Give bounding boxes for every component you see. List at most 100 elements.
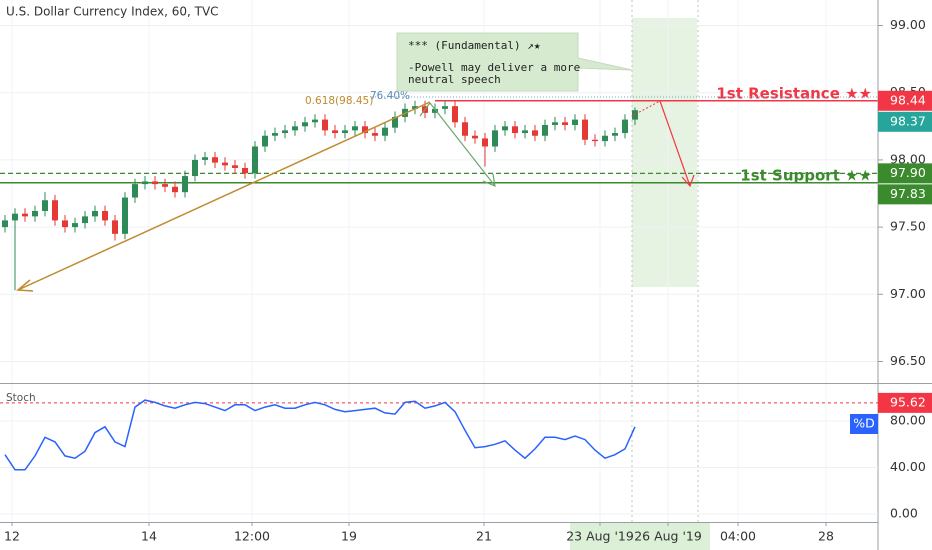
candle-body — [552, 122, 558, 125]
candle-body — [622, 119, 628, 134]
candle-body — [82, 216, 88, 224]
candle-body — [632, 110, 638, 120]
candle-body — [72, 223, 78, 228]
candle-body — [452, 106, 458, 123]
trend-line — [17, 101, 431, 291]
candle-body — [572, 119, 578, 125]
candle-body — [322, 119, 328, 131]
x-tick-label: 28 — [818, 529, 834, 544]
candle-body — [532, 130, 538, 136]
candle-body — [222, 162, 228, 166]
candle-body — [352, 126, 358, 131]
y-tick-label: 97.50 — [890, 219, 926, 234]
arrow-head — [482, 173, 496, 187]
candle-body — [372, 133, 378, 136]
candle-body — [342, 130, 348, 134]
price-box — [878, 90, 932, 111]
candle-body — [12, 213, 18, 221]
arrow-head — [681, 174, 695, 188]
candle-body — [302, 122, 308, 127]
candle-body — [202, 157, 208, 160]
candle-body — [522, 130, 528, 134]
candle-body — [172, 186, 178, 193]
candle-body — [332, 130, 338, 134]
candle-body — [602, 135, 608, 142]
stoch-tick-label: 0.00 — [890, 505, 918, 520]
candle-body — [262, 135, 268, 147]
candle-body — [592, 139, 598, 142]
candle-body — [542, 124, 548, 136]
y-tick-label: 96.50 — [890, 353, 926, 368]
callout — [396, 32, 633, 92]
candle-body — [282, 130, 288, 134]
price-box — [878, 163, 932, 184]
candle-body — [112, 220, 118, 234]
candle-body — [142, 181, 148, 185]
fib-percent: 76.40% — [370, 90, 410, 102]
price-box-label: 95.62 — [890, 394, 926, 409]
candle-body — [472, 135, 478, 139]
price-box-label: 98.44 — [890, 92, 926, 107]
price-box-label: 97.90 — [890, 165, 926, 180]
candle-body — [502, 126, 508, 131]
candle-body — [32, 210, 38, 217]
time-highlight — [570, 523, 710, 550]
candle-body — [412, 106, 418, 109]
candle-body — [312, 119, 318, 123]
level-label: 1st Resistance ★★ — [716, 84, 872, 102]
candle-body — [122, 197, 128, 234]
y-tick-label: 98.00 — [890, 151, 926, 166]
x-tick-label: 04:00 — [720, 529, 756, 544]
price-box — [878, 392, 932, 413]
projection — [631, 100, 661, 117]
candle-body — [252, 146, 258, 174]
candle-body — [392, 116, 398, 128]
legend-box — [850, 414, 878, 434]
x-tick-label: 12 — [4, 529, 20, 544]
y-tick-label: 99.00 — [890, 17, 926, 32]
candle-body — [582, 119, 588, 140]
arrow-line — [429, 102, 496, 187]
candle-body — [52, 200, 58, 221]
callout-title: *** (Fundamental) ↗★ — [408, 39, 541, 52]
candle-body — [102, 210, 108, 221]
stoch-tick-label: 40.00 — [890, 459, 926, 474]
x-tick-label: 21 — [476, 529, 492, 544]
price-box — [878, 184, 932, 205]
price-box — [878, 111, 932, 132]
callout-text: -Powell may deliver a more — [408, 61, 580, 74]
candle-body — [492, 130, 498, 147]
x-tick-label: 19 — [341, 529, 357, 544]
candle-body — [512, 126, 518, 134]
legend-label: %D — [853, 416, 875, 431]
candle-body — [182, 176, 188, 193]
callout-text: neutral speech — [408, 73, 501, 86]
fib-ratio: 0.618(98.45) — [305, 95, 373, 107]
arrow-line — [659, 100, 691, 187]
arrow-head — [16, 279, 34, 292]
candle-body — [382, 127, 388, 136]
candle-body — [192, 159, 198, 177]
chart-title: U.S. Dollar Currency Index, 60, TVC — [6, 5, 219, 19]
candle-body — [132, 184, 138, 198]
x-tick-label: 23 Aug '19 — [566, 529, 634, 544]
candle-body — [232, 165, 238, 168]
price-box-label: 98.37 — [890, 113, 926, 128]
arrow-line — [419, 102, 431, 117]
candle-body — [162, 184, 168, 187]
candle-body — [152, 181, 158, 185]
y-tick-label: 97.00 — [890, 286, 926, 301]
candle-body — [42, 200, 48, 211]
x-tick-label: 26 Aug '19 — [634, 529, 702, 544]
candle-body — [362, 126, 368, 134]
stoch-label: Stoch — [6, 392, 36, 404]
x-tick-label: 14 — [141, 529, 157, 544]
candle-body — [612, 133, 618, 136]
candle-body — [482, 138, 488, 147]
level-label: 1st Support ★★ — [740, 166, 872, 184]
candle-body — [62, 220, 68, 228]
candle-body — [292, 126, 298, 131]
price-box-label: 97.83 — [890, 186, 926, 201]
x-tick-label: 12:00 — [234, 529, 270, 544]
